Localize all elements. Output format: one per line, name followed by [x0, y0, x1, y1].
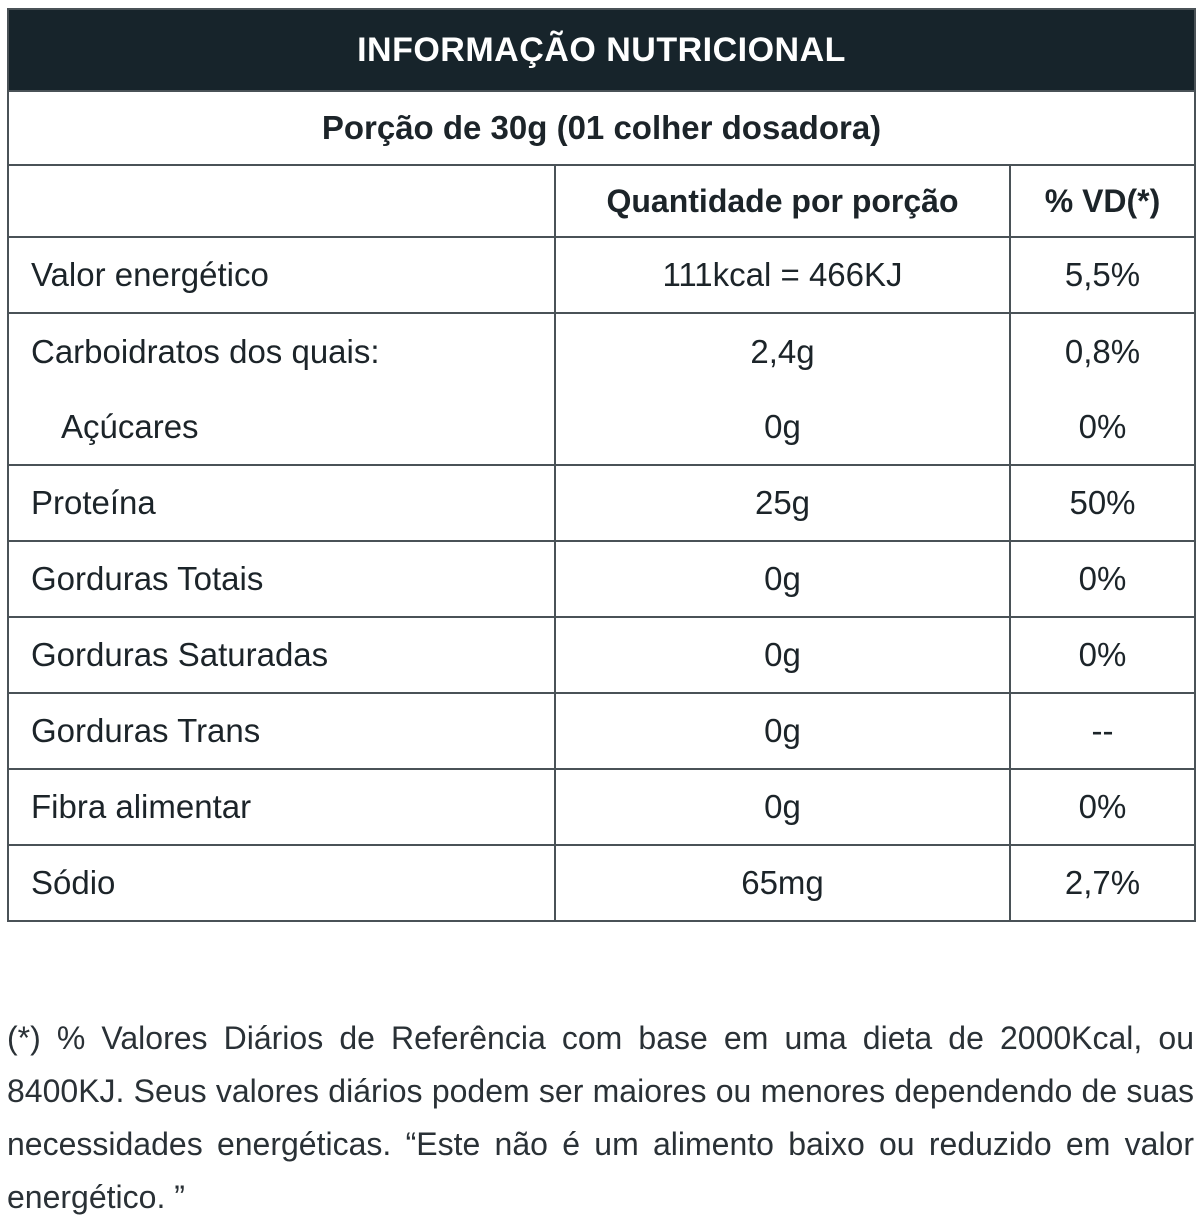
- table-row: Gorduras Trans 0g --: [7, 692, 1197, 770]
- nutrient-name: Gorduras Saturadas: [7, 616, 556, 694]
- footnote: (*) % Valores Diários de Referência com …: [7, 1020, 1194, 1215]
- nutrient-dv: --: [1008, 692, 1197, 770]
- sub-nutrient-quantity: 0g: [764, 408, 801, 445]
- table-title: INFORMAÇÃO NUTRICIONAL: [6, 8, 1197, 92]
- table-row: Fibra alimentar 0g 0%: [7, 768, 1197, 846]
- nutrient-dv: 5,5%: [1008, 236, 1197, 314]
- sub-nutrient-dv: 0%: [1078, 408, 1127, 445]
- nutrient-name-group: Carboidratos dos quais: Açúcares: [7, 312, 556, 466]
- column-header-quantity: Quantidade por porção: [554, 164, 1011, 238]
- nutrient-name: Gorduras Totais: [7, 540, 556, 618]
- column-header-row: Quantidade por porção % VD(*): [7, 164, 1197, 238]
- nutrient-name: Valor energético: [7, 236, 556, 314]
- nutrient-quantity: 0g: [554, 692, 1011, 770]
- nutrient-quantity-group: 2,4g 0g: [554, 312, 1011, 466]
- nutrient-quantity: 25g: [554, 464, 1011, 542]
- nutrient-dv-group: 0,8% 0%: [1008, 312, 1197, 466]
- portion-size: Porção de 30g (01 colher dosadora): [6, 90, 1197, 166]
- nutrient-dv: 0%: [1008, 616, 1197, 694]
- table-row: Sódio 65mg 2,7%: [7, 844, 1197, 922]
- nutrition-facts-table: INFORMAÇÃO NUTRICIONAL Porção de 30g (01…: [6, 8, 1197, 922]
- nutrient-quantity: 0g: [554, 616, 1011, 694]
- nutrient-dv: 50%: [1008, 464, 1197, 542]
- table-row: Valor energético 111kcal = 466KJ 5,5%: [7, 236, 1197, 314]
- table-row: Gorduras Totais 0g 0%: [7, 540, 1197, 618]
- portion-row: Porção de 30g (01 colher dosadora): [6, 90, 1197, 166]
- nutrient-name: Fibra alimentar: [7, 768, 556, 846]
- column-header-nutrient: [7, 164, 556, 238]
- table-row: Carboidratos dos quais: Açúcares 2,4g 0g…: [7, 312, 1197, 466]
- nutrient-name: Gorduras Trans: [7, 692, 556, 770]
- nutrient-quantity: 111kcal = 466KJ: [554, 236, 1011, 314]
- nutrient-name: Carboidratos dos quais:: [31, 333, 380, 370]
- sub-nutrient-name: Açúcares: [61, 408, 199, 445]
- table-title-row: INFORMAÇÃO NUTRICIONAL: [6, 8, 1197, 92]
- nutrient-dv: 0%: [1008, 768, 1197, 846]
- nutrient-quantity: 0g: [554, 540, 1011, 618]
- nutrient-quantity: 2,4g: [750, 333, 815, 370]
- nutrient-quantity: 0g: [554, 768, 1011, 846]
- table-row: Gorduras Saturadas 0g 0%: [7, 616, 1197, 694]
- nutrient-name: Proteína: [7, 464, 556, 542]
- nutrient-dv: 2,7%: [1008, 844, 1197, 922]
- nutrient-dv: 0,8%: [1064, 333, 1141, 370]
- nutrient-name: Sódio: [7, 844, 556, 922]
- nutrient-quantity: 65mg: [554, 844, 1011, 922]
- column-header-dv: % VD(*): [1008, 164, 1197, 238]
- table-row: Proteína 25g 50%: [7, 464, 1197, 542]
- nutrient-dv: 0%: [1008, 540, 1197, 618]
